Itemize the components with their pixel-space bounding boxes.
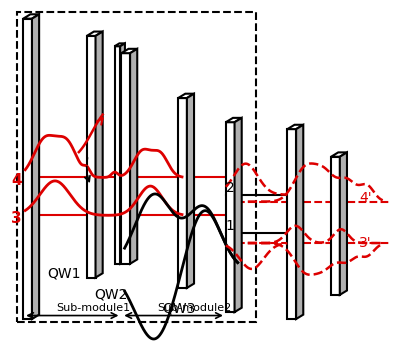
Text: QW3: QW3 xyxy=(162,301,196,315)
Polygon shape xyxy=(178,98,187,288)
Polygon shape xyxy=(23,14,39,19)
Polygon shape xyxy=(114,44,125,46)
Polygon shape xyxy=(234,118,242,312)
Polygon shape xyxy=(287,125,303,129)
Polygon shape xyxy=(226,122,234,312)
Text: QW1: QW1 xyxy=(47,267,80,280)
Polygon shape xyxy=(120,44,125,264)
Polygon shape xyxy=(287,129,296,319)
Polygon shape xyxy=(114,46,120,264)
Text: 4: 4 xyxy=(11,173,22,188)
Polygon shape xyxy=(130,49,137,264)
Text: 4': 4' xyxy=(359,191,372,205)
Polygon shape xyxy=(87,32,103,36)
Text: Sub-module2: Sub-module2 xyxy=(158,303,232,314)
Polygon shape xyxy=(178,94,194,98)
Polygon shape xyxy=(23,19,32,319)
Polygon shape xyxy=(121,53,130,264)
Text: QW2: QW2 xyxy=(95,287,128,301)
Polygon shape xyxy=(96,32,103,278)
Polygon shape xyxy=(331,152,347,157)
Polygon shape xyxy=(187,94,194,288)
Polygon shape xyxy=(296,125,303,319)
Text: 1: 1 xyxy=(226,219,235,233)
Polygon shape xyxy=(331,157,340,295)
Text: 3: 3 xyxy=(11,211,22,227)
Text: 2: 2 xyxy=(226,181,234,195)
Text: Sub-module1: Sub-module1 xyxy=(56,303,130,314)
Polygon shape xyxy=(226,118,242,122)
Polygon shape xyxy=(121,49,137,53)
Polygon shape xyxy=(87,36,96,278)
Polygon shape xyxy=(32,14,39,319)
Polygon shape xyxy=(340,152,347,295)
Text: 3': 3' xyxy=(359,236,372,250)
